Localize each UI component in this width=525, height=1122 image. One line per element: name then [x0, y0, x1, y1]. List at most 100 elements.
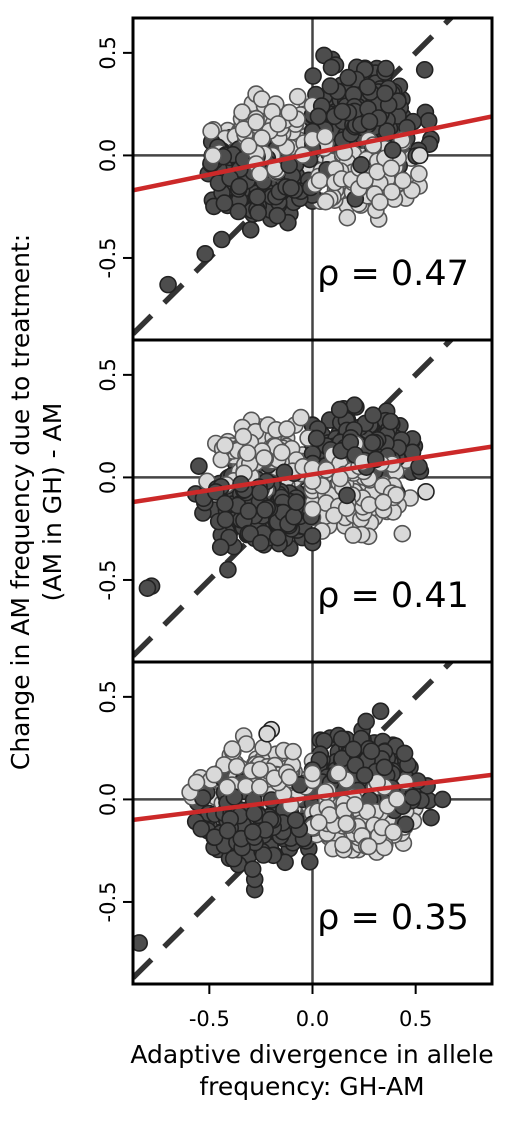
light-point [239, 137, 258, 155]
dark-point [192, 819, 210, 838]
outlier-point [159, 275, 177, 294]
x-axis-title-line-1: Adaptive divergence in allele [130, 1040, 493, 1069]
outlier-point [307, 429, 326, 448]
dark-point [239, 502, 258, 520]
light-point [346, 796, 364, 814]
y-tick-label: -0.5 [96, 559, 120, 600]
light-point [316, 127, 334, 146]
outlier-point [212, 230, 231, 249]
x-tick-label: 0.5 [399, 1007, 432, 1031]
light-point [334, 835, 352, 854]
dark-point [376, 84, 394, 103]
dark-point [304, 67, 322, 85]
light-point [329, 764, 348, 782]
dark-point [211, 538, 230, 557]
rho-label: ρ = 0.47 [317, 254, 469, 294]
dark-point [362, 742, 381, 761]
light-point [337, 814, 356, 833]
y-tick-label: 0.5 [96, 36, 120, 69]
dark-point [360, 112, 379, 131]
dark-point [338, 486, 356, 505]
dark-point [245, 804, 264, 823]
dark-point [321, 77, 340, 95]
outlier-point [410, 146, 429, 165]
panel-3: -0.5 0.0 0.5 ρ = 0.35 [96, 660, 494, 986]
light-point [338, 208, 357, 227]
light-point [284, 742, 302, 761]
dark-point [268, 206, 287, 225]
dark-point [251, 483, 269, 502]
outlier-point [243, 860, 262, 878]
light-point [280, 768, 299, 787]
dark-point [216, 510, 235, 529]
light-point [255, 449, 274, 467]
light-point [272, 443, 291, 462]
y-tick-label: 0.0 [96, 139, 120, 172]
dark-point [249, 204, 268, 222]
light-point [384, 823, 403, 841]
dark-point [339, 68, 358, 87]
light-point [371, 193, 389, 211]
light-point [410, 165, 428, 183]
dark-point [422, 808, 440, 827]
dark-point [243, 823, 262, 841]
light-point [316, 192, 335, 211]
light-point [382, 159, 401, 177]
light-point [228, 757, 246, 776]
dark-point [287, 493, 306, 512]
y-axis-title-line-2: (AM in GH) - AM [38, 403, 67, 602]
y-tick-label: -0.5 [96, 881, 120, 922]
points-group [133, 702, 452, 952]
light-point [360, 495, 379, 514]
light-point [233, 103, 251, 121]
dark-point [333, 102, 352, 121]
regression-line [133, 114, 492, 193]
x-axis: -0.5 0.0 0.5 [189, 984, 432, 1031]
dark-point [230, 177, 249, 196]
light-point [359, 837, 378, 856]
light-point [374, 493, 393, 512]
regression-line [133, 772, 492, 823]
light-point [223, 740, 241, 758]
light-point [278, 420, 296, 438]
dark-point [330, 400, 349, 419]
identity-line [133, 340, 455, 658]
dark-point [415, 61, 434, 79]
regression-line [133, 444, 492, 505]
panels-layer: -0.50.00.5ρ = 0.47-0.50.00.5ρ = 0.41-0.5… [96, 16, 494, 986]
dark-point [322, 58, 341, 77]
dark-point [396, 815, 415, 834]
y-axis-title: Change in AM frequency due to treatment:… [6, 234, 67, 770]
dark-point [345, 396, 364, 415]
x-axis-title-line-2: frequency: GH-AM [199, 1072, 424, 1101]
light-point [234, 427, 253, 446]
outlier-point [417, 482, 435, 501]
light-point [388, 790, 406, 808]
dark-point [395, 744, 414, 763]
identity-line [133, 18, 455, 336]
dark-point [216, 494, 234, 513]
x-tick-label: -0.5 [189, 1007, 230, 1031]
y-tick-label: -0.5 [96, 237, 120, 278]
y-tick-label: 0.0 [96, 461, 120, 494]
dark-point [355, 766, 374, 785]
dark-point [358, 78, 377, 96]
panel-plot-area [133, 340, 492, 662]
y-tick-label: 0.0 [96, 783, 120, 816]
light-point [310, 171, 329, 190]
light-point [269, 115, 287, 133]
outlier-point [196, 245, 215, 263]
outlier-point [258, 724, 276, 743]
dark-point [286, 811, 305, 830]
light-point [250, 778, 269, 796]
x-tick-label: 0.0 [296, 1007, 329, 1031]
dark-point [332, 730, 351, 748]
outlier-point [371, 702, 390, 721]
panel-2: -0.5 0.0 0.5 ρ = 0.41 [96, 338, 494, 664]
dark-point [303, 527, 322, 545]
light-point [309, 813, 328, 832]
light-point [251, 760, 269, 779]
dark-point [377, 59, 395, 78]
dark-point [229, 202, 248, 221]
